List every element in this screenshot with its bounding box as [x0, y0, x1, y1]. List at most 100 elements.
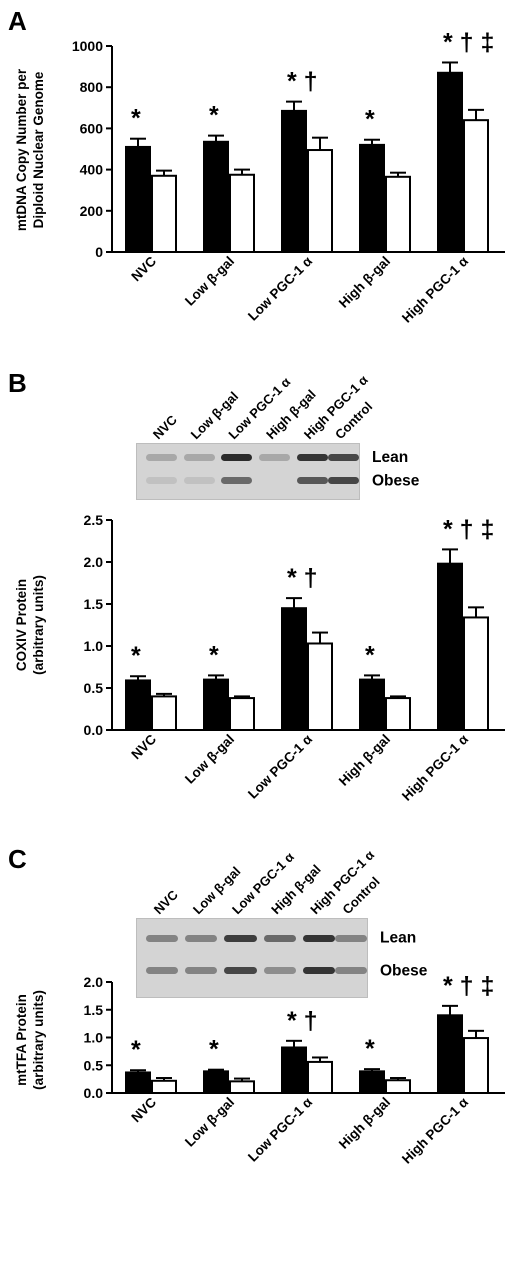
x-tick-label: Low PGC-1 α — [245, 731, 316, 802]
lean-bar — [203, 140, 229, 253]
significance-marker: * — [209, 102, 219, 130]
y-tick-label: 1.0 — [84, 1030, 104, 1046]
obese-bar — [151, 695, 177, 732]
significance-marker: * — [365, 106, 375, 134]
x-tick-label: Low β-gal — [182, 1095, 237, 1150]
lean-band — [302, 934, 335, 942]
obese-band — [302, 967, 335, 975]
lean-band — [185, 934, 218, 942]
obese-band — [221, 477, 253, 485]
y-tick-label: 0.5 — [84, 1057, 104, 1073]
y-axis-label: (arbitrary units) — [31, 575, 46, 675]
y-tick-label: 1000 — [72, 38, 103, 54]
obese-band — [327, 477, 359, 485]
lean-bar — [281, 607, 307, 732]
obese-band — [224, 967, 257, 975]
lean-bar — [125, 679, 151, 732]
y-axis-label: mtTFA Protein — [14, 994, 29, 1086]
obese-bar — [307, 149, 333, 253]
y-axis-label: mtDNA Copy Number per — [14, 68, 29, 231]
y-tick-label: 800 — [80, 79, 104, 95]
obese-bar — [385, 697, 411, 732]
y-tick-label: 0.5 — [84, 680, 104, 696]
x-tick-label: High PGC-1 α — [399, 253, 472, 326]
lean-band — [183, 454, 215, 462]
lean-bar — [125, 145, 151, 253]
obese-band — [145, 477, 177, 485]
obese-band — [146, 967, 179, 975]
y-tick-label: 200 — [80, 203, 104, 219]
significance-marker: * † ‡ — [443, 515, 494, 543]
y-tick-label: 400 — [80, 162, 104, 178]
significance-marker: * † — [287, 564, 318, 592]
obese-band — [296, 477, 328, 485]
x-tick-label: NVC — [128, 731, 159, 762]
x-tick-label: Low PGC-1 α — [245, 253, 316, 324]
lean-bar — [281, 1046, 307, 1094]
lean-bar — [203, 1070, 229, 1094]
significance-marker: * — [131, 642, 141, 670]
x-tick-label: Low β-gal — [182, 732, 237, 787]
x-tick-label: High β-gal — [336, 254, 393, 311]
blot-row-label-obese: Obese — [372, 472, 420, 489]
significance-marker: * — [209, 641, 219, 669]
obese-bar — [151, 1079, 177, 1095]
obese-band — [263, 967, 296, 975]
lean-bar — [437, 71, 463, 253]
y-tick-label: 2.0 — [84, 554, 104, 570]
y-tick-label: 0.0 — [84, 722, 104, 738]
panel-b: B COXIV Protein (arbitrary units) 0.0 0.5 1.0… — [8, 368, 505, 804]
blot-row-label-lean: Lean — [372, 449, 408, 466]
significance-marker: * † ‡ — [443, 972, 494, 1000]
obese-bar — [229, 697, 255, 732]
x-tick-label: Low PGC-1 α — [245, 1094, 316, 1165]
x-tick-label: High β-gal — [336, 1095, 393, 1152]
western-blot-c — [136, 918, 368, 998]
obese-bar — [463, 616, 489, 731]
blot-row-label-lean: Lean — [380, 930, 416, 947]
lean-bar — [359, 143, 385, 254]
obese-bar — [385, 1079, 411, 1094]
x-tick-label: High β-gal — [336, 732, 393, 789]
panel-letter: A — [8, 6, 27, 36]
significance-marker: * — [365, 641, 375, 669]
x-tick-label: High PGC-1 α — [399, 1094, 472, 1167]
lean-bar — [437, 562, 463, 731]
western-blot-b — [136, 443, 360, 500]
panel-letter: C — [8, 844, 27, 874]
lean-band — [221, 454, 253, 462]
obese-bar — [463, 119, 489, 253]
significance-marker: * — [131, 1036, 141, 1064]
y-axis-label: COXIV Protein — [14, 579, 29, 671]
y-tick-label: 2.5 — [84, 512, 104, 528]
lean-band — [327, 454, 359, 462]
obese-bar — [229, 1080, 255, 1094]
lean-band — [146, 934, 179, 942]
x-tick-label: NVC — [128, 1094, 159, 1125]
lean-bar — [359, 678, 385, 731]
y-tick-label: 1.0 — [84, 638, 104, 654]
lean-band — [259, 454, 291, 462]
significance-marker: * † ‡ — [443, 28, 494, 56]
x-tick-label: NVC — [128, 253, 159, 284]
lean-band — [334, 934, 367, 942]
blot-row-label-obese: Obese — [380, 962, 428, 979]
lean-bar — [281, 109, 307, 253]
lean-band — [263, 934, 296, 942]
panel-letter: B — [8, 368, 27, 398]
lean-bar — [203, 678, 229, 731]
lean-bar — [125, 1071, 151, 1094]
y-tick-label: 2.0 — [84, 974, 104, 990]
significance-marker: * † — [287, 1007, 318, 1035]
blot-lane-label: NVC — [150, 412, 180, 442]
obese-band — [334, 967, 367, 975]
lean-band — [296, 454, 328, 462]
lean-bar — [437, 1014, 463, 1094]
obese-bar — [385, 175, 411, 253]
y-tick-label: 0 — [95, 244, 103, 260]
obese-band — [183, 477, 215, 485]
x-tick-label: Low β-gal — [182, 254, 237, 309]
obese-bar — [463, 1037, 489, 1095]
significance-marker: * — [209, 1036, 219, 1064]
lean-band — [145, 454, 177, 462]
